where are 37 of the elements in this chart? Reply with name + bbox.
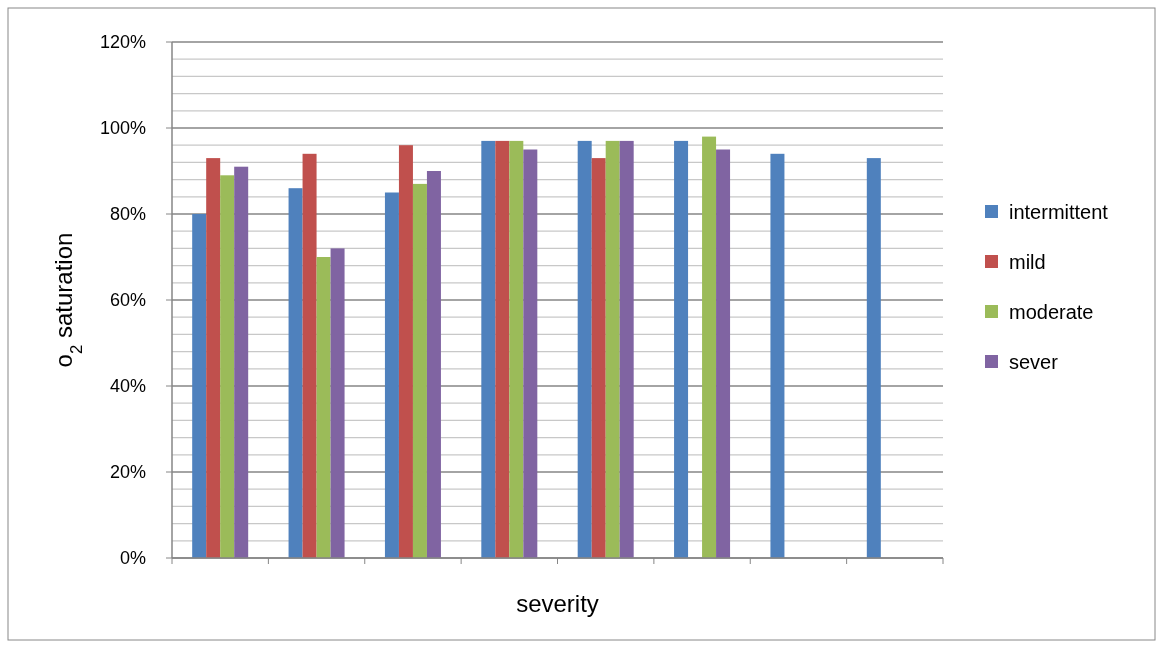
legend-label: intermittent [1009,201,1109,223]
x-axis-title: severity [516,590,599,617]
bar [330,248,345,558]
y-tick-label: 60% [109,290,146,311]
y-tick-label: 20% [109,462,146,483]
legend-label: sever [1009,351,1059,373]
bar [288,188,303,558]
bar [866,158,881,558]
bar [206,158,221,558]
bar [316,257,331,558]
legend-label: moderate [1009,301,1094,323]
bar [220,175,235,558]
bar [591,158,606,558]
bar [619,140,634,558]
bar [192,214,207,558]
bar [523,149,538,558]
bar [495,140,510,558]
y-tick-label: 100% [99,118,146,139]
bar [674,140,689,558]
bar [481,140,496,558]
y-tick-label: 40% [109,376,146,397]
y-tick-label: 120% [99,32,146,53]
bar [398,145,413,558]
bar [605,140,620,558]
bar [702,136,717,558]
bar [234,166,249,558]
y-tick-label: 80% [109,204,146,225]
legend-label: mild [1009,251,1046,273]
bar [770,153,785,558]
bar [302,153,317,558]
y-tick-label: 0% [119,548,146,569]
bar [509,140,524,558]
bar [716,149,731,558]
bar [412,183,427,558]
bar [426,171,441,558]
bar [384,192,399,558]
bar [577,140,592,558]
